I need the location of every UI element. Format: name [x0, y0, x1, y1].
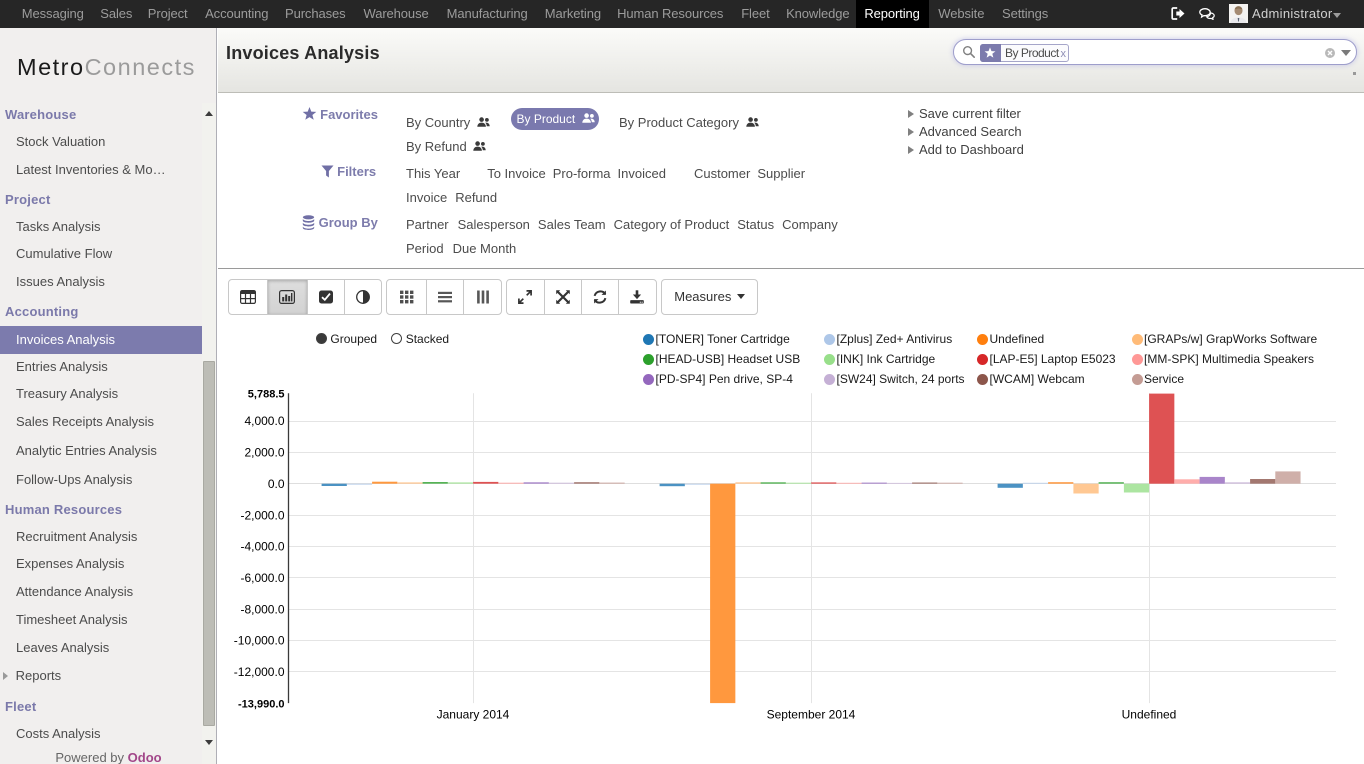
svg-text:0.0: 0.0 [268, 477, 285, 491]
svg-text:January 2014: January 2014 [437, 708, 510, 722]
svg-text:-10,000.0: -10,000.0 [234, 634, 285, 648]
svg-text:Undefined: Undefined [1122, 708, 1177, 722]
svg-text:-8,000.0: -8,000.0 [240, 602, 284, 616]
svg-text:5,788.5: 5,788.5 [248, 389, 285, 401]
svg-text:September 2014: September 2014 [767, 708, 856, 722]
svg-text:-2,000.0: -2,000.0 [240, 508, 284, 522]
svg-text:2,000.0: 2,000.0 [244, 446, 284, 460]
svg-text:-13,990.0: -13,990.0 [238, 698, 284, 710]
svg-text:-12,000.0: -12,000.0 [234, 665, 285, 679]
svg-text:-4,000.0: -4,000.0 [240, 540, 284, 554]
svg-text:-6,000.0: -6,000.0 [240, 571, 284, 585]
svg-text:4,000.0: 4,000.0 [244, 414, 284, 428]
